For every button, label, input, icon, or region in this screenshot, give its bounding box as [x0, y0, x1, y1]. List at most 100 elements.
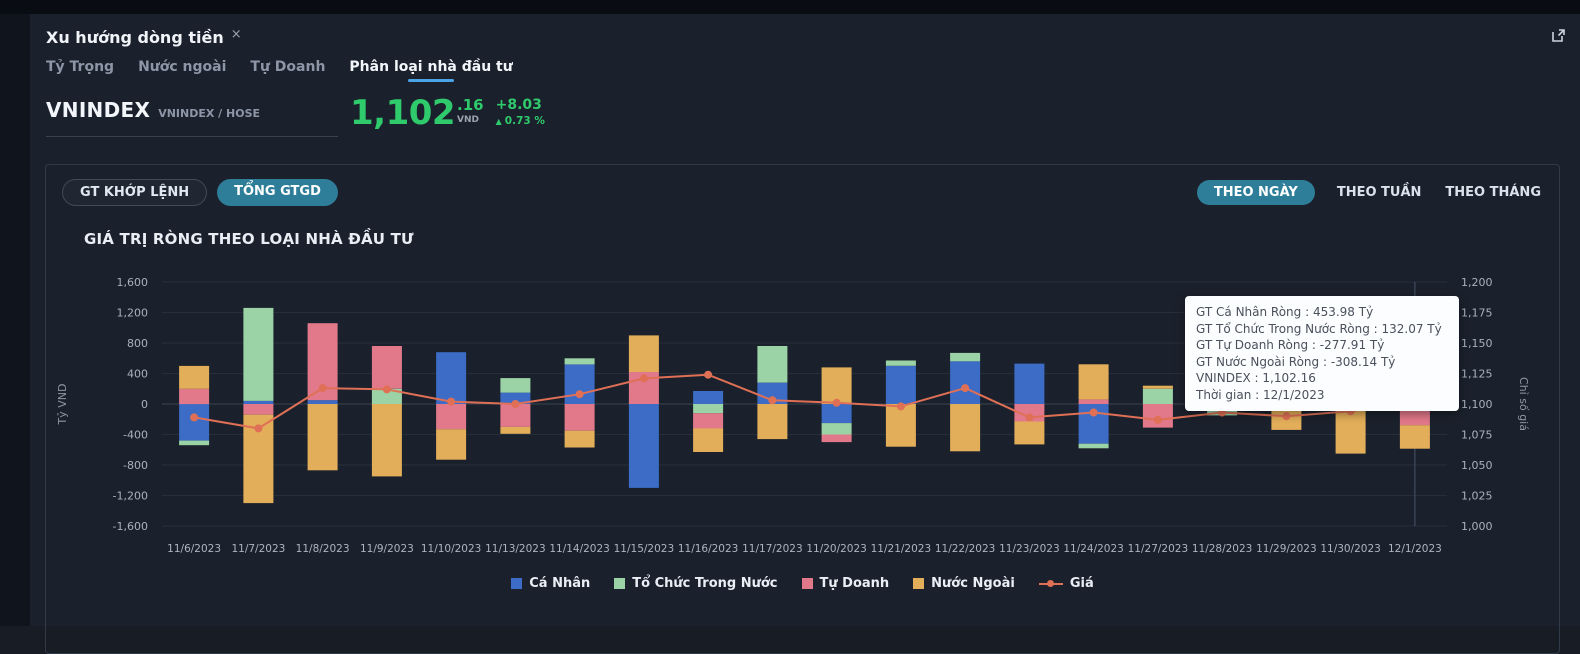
bar-segment[interactable]	[1014, 363, 1045, 404]
bar-segment[interactable]	[693, 404, 724, 414]
bar-segment[interactable]	[371, 346, 402, 389]
price-point[interactable]	[961, 384, 970, 393]
right-axis-tick: 1,200	[1461, 276, 1493, 289]
bar-segment[interactable]	[1399, 425, 1430, 449]
price-change-column: +8.03 ▲ 0.73 %	[496, 98, 545, 128]
legend-item-3[interactable]: Tự Doanh	[801, 576, 889, 591]
page-header: Xu hướng dòng tiền × Tỷ Trọng Nước ngoài T…	[30, 14, 1580, 137]
price-point[interactable]	[1282, 412, 1291, 421]
period-button-2[interactable]: THEO TUẦN	[1336, 185, 1422, 200]
bar-segment[interactable]	[243, 307, 274, 401]
bar-segment[interactable]	[821, 434, 852, 443]
price-point[interactable]	[190, 413, 199, 422]
bar-segment[interactable]	[371, 404, 402, 477]
period-button-1[interactable]: THEO NGÀY	[1196, 180, 1315, 205]
bar-segment[interactable]	[564, 404, 595, 431]
chart-area: 1,600 1,200 800 400 0 -400 -800 -1,200 -1,600 1,2…	[46, 260, 1559, 570]
price-point[interactable]	[511, 400, 520, 408]
legend-swatch	[614, 578, 626, 589]
bar-segment[interactable]	[307, 404, 338, 471]
legend-item-4[interactable]: Nước Ngoài	[913, 576, 1015, 591]
price-point[interactable]	[254, 424, 263, 433]
price-point[interactable]	[1153, 415, 1162, 424]
left-axis-tick: -1,200	[113, 490, 148, 503]
bar-segment[interactable]	[628, 335, 659, 372]
nav-tab-4[interactable]: Phân loại nhà đầu tư	[349, 59, 512, 82]
x-axis-label: 11/7/2023	[231, 543, 285, 555]
bar-segment[interactable]	[1142, 388, 1173, 405]
bar-segment[interactable]	[436, 429, 467, 460]
bar-segment[interactable]	[821, 404, 852, 424]
bar-segment[interactable]	[821, 423, 852, 435]
bar-segment[interactable]	[950, 361, 981, 404]
period-group: THEO NGÀY THEO TUẦN THEO THÁNG	[1196, 180, 1543, 205]
price-point[interactable]	[704, 370, 713, 379]
bar-segment[interactable]	[500, 426, 531, 434]
price-point[interactable]	[832, 398, 841, 407]
bar-segment[interactable]	[1078, 364, 1109, 400]
chart-tooltip: GT Cá Nhân Ròng : 453.98 Tỷ GT Tổ Chức Tr…	[1185, 296, 1459, 411]
bar-segment[interactable]	[885, 360, 916, 366]
bar-segment[interactable]	[179, 365, 210, 389]
bar-segment[interactable]	[693, 391, 724, 404]
bar-segment[interactable]	[500, 404, 531, 427]
legend-label: Cá Nhân	[529, 576, 591, 591]
nav-tab-3[interactable]: Tự Doanh	[250, 59, 326, 75]
bar-segment[interactable]	[307, 400, 338, 404]
bar-segment[interactable]	[500, 392, 531, 404]
bar-segment[interactable]	[564, 430, 595, 448]
left-axis-tick: 800	[127, 337, 148, 350]
bar-segment[interactable]	[757, 382, 788, 404]
price-point[interactable]	[382, 385, 391, 394]
close-tab-icon[interactable]: ×	[230, 27, 242, 42]
bar-segment[interactable]	[179, 404, 210, 441]
price-change-pct-value: 0.73 %	[504, 115, 545, 127]
bar-segment[interactable]	[500, 378, 531, 393]
bar-segment[interactable]	[243, 404, 274, 415]
bar-segment[interactable]	[885, 404, 916, 447]
bar-segment[interactable]	[436, 352, 467, 404]
bar-segment[interactable]	[179, 388, 210, 405]
bar-segment[interactable]	[885, 365, 916, 404]
bar-segment[interactable]	[1014, 421, 1045, 445]
price-point[interactable]	[575, 390, 584, 399]
bar-segment[interactable]	[693, 413, 724, 429]
bar-segment[interactable]	[757, 404, 788, 440]
left-axis-tick: 1,200	[117, 307, 149, 320]
chart-type-button-2[interactable]: TỔNG GTGD	[217, 179, 338, 206]
chart-type-button-1[interactable]: GT KHỚP LỆNH	[62, 179, 208, 206]
nav-tab-1[interactable]: Tỷ Trọng	[46, 59, 115, 75]
bar-segment[interactable]	[821, 367, 852, 404]
bar-segment[interactable]	[179, 440, 210, 446]
legend-item-2[interactable]: Tổ Chức Trong Nước	[614, 576, 778, 591]
price-point[interactable]	[896, 402, 905, 411]
bar-segment[interactable]	[950, 404, 981, 452]
legend-item-1[interactable]: Cá Nhân	[511, 576, 590, 591]
price-point[interactable]	[447, 397, 456, 406]
price-point[interactable]	[1089, 408, 1098, 417]
bar-segment[interactable]	[950, 352, 981, 362]
price-point[interactable]	[318, 384, 327, 393]
bar-segment[interactable]	[693, 428, 724, 452]
price-point[interactable]	[768, 396, 777, 405]
external-link-icon[interactable]	[1551, 28, 1566, 47]
nav-tab-2[interactable]: Nước ngoài	[138, 59, 227, 75]
bar-segment[interactable]	[757, 346, 788, 383]
legend-item-line[interactable]: Giá	[1038, 576, 1094, 591]
investor-net-value-chart[interactable]: 1,600 1,200 800 400 0 -400 -800 -1,200 -1,600 1,2…	[52, 260, 1532, 564]
period-button-3[interactable]: THEO THÁNG	[1445, 185, 1541, 200]
bar-segment[interactable]	[628, 404, 659, 488]
bar-segment[interactable]	[564, 358, 595, 365]
top-window-strip	[0, 0, 1580, 14]
bar-segment[interactable]	[436, 404, 467, 430]
tab-row: Xu hướng dòng tiền ×	[46, 27, 1564, 48]
bar-segment[interactable]	[371, 388, 402, 405]
price-point[interactable]	[1025, 413, 1034, 422]
bar-segment[interactable]	[1142, 385, 1173, 389]
bar-segment[interactable]	[1078, 443, 1109, 449]
bar-segment[interactable]	[1078, 399, 1109, 404]
price-point[interactable]	[639, 374, 648, 383]
x-axis-label: 11/30/2023	[1320, 543, 1381, 555]
bar-segment[interactable]	[243, 400, 274, 404]
bar-segment[interactable]	[1142, 404, 1173, 428]
